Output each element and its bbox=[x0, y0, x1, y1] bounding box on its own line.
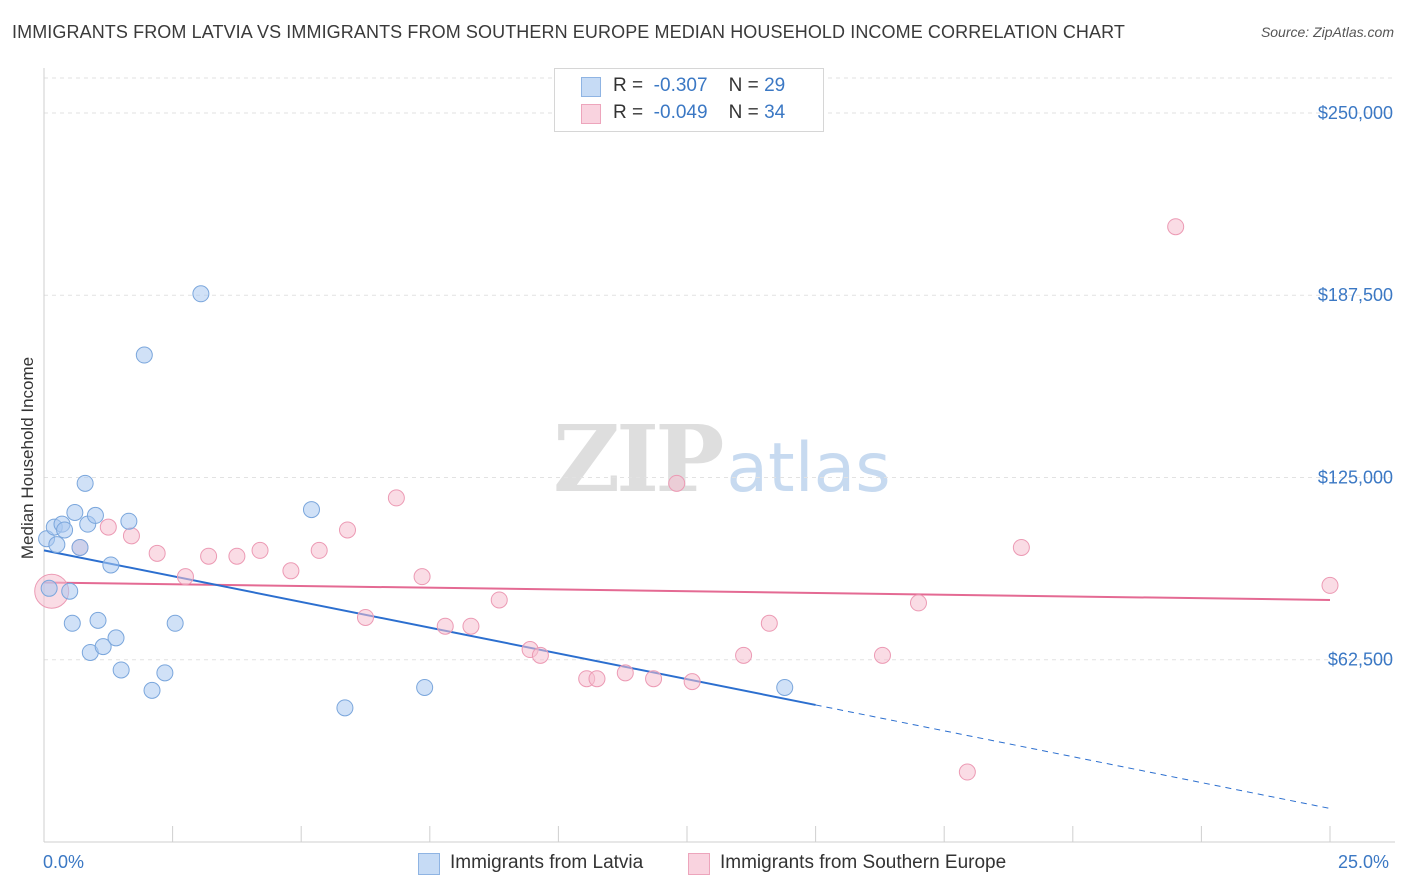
y-tick-label: $187,500 bbox=[1318, 285, 1393, 305]
data-point-southern-europe bbox=[387, 489, 405, 507]
series-swatch-pink bbox=[688, 853, 710, 875]
data-point-southern-europe bbox=[200, 547, 218, 565]
correlation-legend: R = -0.307 N = 29 R = -0.049 N = 34 bbox=[554, 68, 824, 132]
trend-line-southern-europe bbox=[43, 581, 1331, 601]
data-point-southern-europe bbox=[413, 568, 431, 586]
data-point-latvia bbox=[192, 285, 210, 303]
data-point-latvia bbox=[76, 474, 94, 492]
data-points bbox=[34, 218, 1339, 781]
data-point-latvia bbox=[107, 629, 125, 647]
data-point-southern-europe bbox=[873, 646, 891, 664]
data-point-southern-europe bbox=[251, 541, 269, 559]
data-point-southern-europe bbox=[436, 617, 454, 635]
legend-n-value: 29 bbox=[764, 75, 786, 96]
zipatlas-watermark: ZIPatlas bbox=[553, 405, 891, 513]
data-point-latvia bbox=[89, 611, 107, 629]
data-point-southern-europe bbox=[176, 568, 194, 586]
x-tick-label-max: 25.0% bbox=[1338, 852, 1390, 872]
data-point-latvia bbox=[135, 346, 153, 364]
data-point-southern-europe bbox=[99, 518, 117, 536]
data-point-latvia bbox=[112, 661, 130, 679]
legend-n-value: 34 bbox=[764, 102, 786, 123]
data-point-latvia bbox=[86, 506, 104, 524]
data-point-southern-europe bbox=[1321, 576, 1339, 594]
data-point-southern-europe bbox=[462, 617, 480, 635]
legend-r-label: R = bbox=[613, 102, 644, 123]
data-point-latvia bbox=[120, 512, 138, 530]
y-tick-label: $125,000 bbox=[1318, 467, 1393, 487]
data-point-latvia bbox=[143, 681, 161, 699]
data-point-southern-europe bbox=[531, 646, 549, 664]
data-point-latvia bbox=[63, 614, 81, 632]
watermark-atlas: atlas bbox=[726, 429, 891, 508]
data-point-latvia bbox=[776, 678, 794, 696]
data-point-southern-europe bbox=[310, 541, 328, 559]
legend-swatch-pink bbox=[581, 104, 601, 124]
series-label-latvia: Immigrants from Latvia bbox=[450, 852, 644, 873]
data-point-southern-europe bbox=[616, 664, 634, 682]
y-tick-labels: $62,500 $125,000 $187,500 $250,000 bbox=[1318, 103, 1393, 670]
source-credit: Source: ZipAtlas.com bbox=[1260, 24, 1394, 40]
data-point-southern-europe bbox=[668, 474, 686, 492]
legend-n-label: N = bbox=[728, 75, 759, 96]
legend-r-label: R = bbox=[613, 75, 644, 96]
chart-title: IMMIGRANTS FROM LATVIA VS IMMIGRANTS FRO… bbox=[12, 22, 1125, 42]
data-point-latvia bbox=[416, 678, 434, 696]
data-point-southern-europe bbox=[735, 646, 753, 664]
trend-line-latvia-extension bbox=[815, 704, 1331, 809]
data-point-latvia bbox=[166, 614, 184, 632]
data-point-latvia bbox=[156, 664, 174, 682]
y-tick-label: $250,000 bbox=[1318, 103, 1393, 123]
legend-r-value: -0.307 bbox=[653, 75, 708, 96]
data-point-southern-europe bbox=[228, 547, 246, 565]
data-point-southern-europe bbox=[1167, 218, 1185, 236]
axes bbox=[43, 68, 1395, 843]
data-point-latvia bbox=[48, 536, 66, 554]
data-point-southern-europe bbox=[683, 673, 701, 691]
series-label-southern-europe: Immigrants from Southern Europe bbox=[720, 852, 1007, 873]
data-point-latvia bbox=[56, 521, 74, 539]
data-point-latvia bbox=[102, 556, 120, 574]
data-point-southern-europe bbox=[1012, 538, 1030, 556]
series-swatch-blue bbox=[418, 853, 440, 875]
data-point-southern-europe bbox=[490, 591, 508, 609]
data-point-latvia bbox=[336, 699, 354, 717]
data-point-southern-europe bbox=[357, 608, 374, 626]
data-point-latvia bbox=[61, 582, 79, 600]
data-point-southern-europe bbox=[958, 763, 976, 781]
y-tick-label: $62,500 bbox=[1328, 650, 1393, 670]
data-point-southern-europe bbox=[760, 614, 778, 632]
data-point-southern-europe bbox=[645, 670, 663, 688]
grid-lines bbox=[44, 77, 1395, 661]
data-point-latvia bbox=[66, 503, 84, 521]
legend-swatch-blue bbox=[581, 77, 601, 97]
data-point-southern-europe bbox=[282, 562, 300, 580]
watermark-zip: ZIP bbox=[553, 405, 724, 513]
data-point-southern-europe bbox=[588, 670, 606, 688]
data-point-latvia bbox=[94, 638, 112, 656]
data-point-southern-europe bbox=[338, 521, 356, 539]
data-point-southern-europe bbox=[909, 594, 927, 612]
data-point-southern-europe bbox=[148, 544, 166, 562]
data-point-latvia bbox=[302, 501, 320, 519]
x-tick-label-min: 0.0% bbox=[43, 852, 85, 872]
data-point-southern-europe bbox=[122, 527, 140, 545]
legend-n-label: N = bbox=[728, 102, 759, 123]
data-point-latvia bbox=[71, 538, 89, 556]
data-point-latvia bbox=[40, 579, 58, 597]
legend-r-value: -0.049 bbox=[653, 102, 708, 123]
